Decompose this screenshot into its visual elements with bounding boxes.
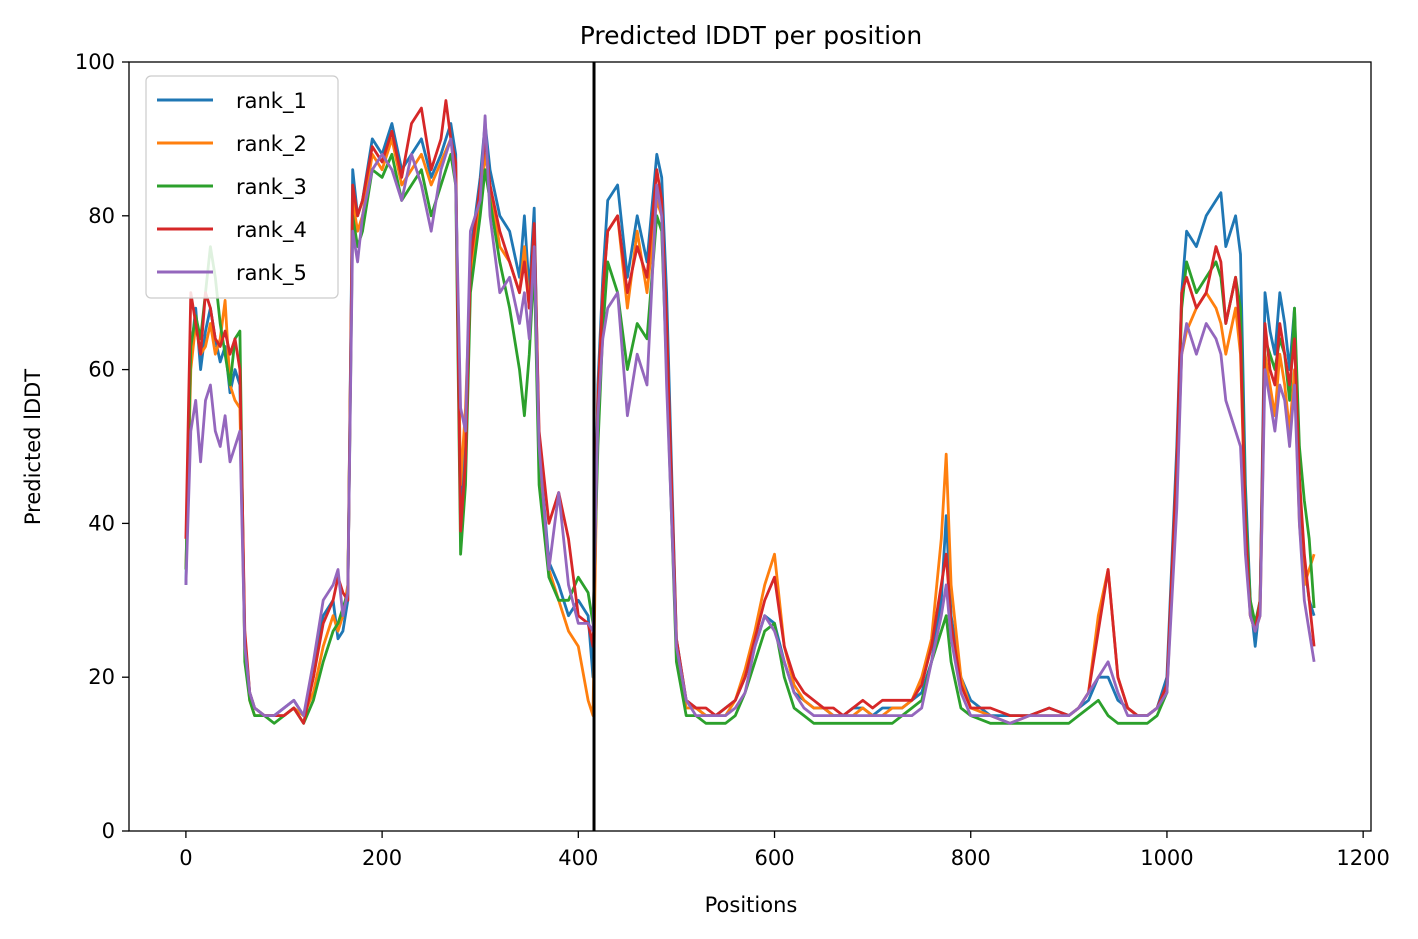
x-tick-label: 800 bbox=[951, 846, 991, 870]
legend-label: rank_4 bbox=[236, 218, 307, 243]
x-tick-label: 200 bbox=[362, 846, 402, 870]
plot-frame bbox=[128, 61, 1372, 832]
y-tick-label: 40 bbox=[88, 511, 115, 535]
x-axis-label: Positions bbox=[705, 893, 798, 917]
y-axis: 0 20 40 60 80 100 bbox=[75, 50, 129, 843]
legend-box bbox=[145, 75, 339, 299]
y-tick-label: 20 bbox=[88, 665, 115, 689]
plot-lines bbox=[184, 99, 1316, 725]
x-tick-label: 0 bbox=[179, 846, 192, 870]
y-tick-label: 100 bbox=[75, 50, 115, 74]
x-axis: 0 200 400 600 800 1000 1200 bbox=[179, 831, 1390, 870]
series-line-rank-5 bbox=[184, 114, 1316, 725]
legend-label: rank_3 bbox=[236, 175, 307, 200]
x-tick-label: 1200 bbox=[1336, 846, 1389, 870]
legend-label: rank_5 bbox=[236, 261, 307, 286]
y-tick-label: 60 bbox=[88, 358, 115, 382]
legend-label: rank_2 bbox=[236, 132, 307, 157]
legend-label: rank_1 bbox=[236, 89, 307, 114]
y-tick-label: 0 bbox=[102, 819, 115, 843]
x-tick-label: 1000 bbox=[1140, 846, 1193, 870]
chart-title: Predicted lDDT per position bbox=[580, 21, 922, 50]
y-axis-label: Predicted lDDT bbox=[21, 369, 45, 525]
legend: rank_1 rank_2 rank_3 rank_4 rank_5 bbox=[145, 75, 339, 299]
x-tick-label: 600 bbox=[754, 846, 794, 870]
x-tick-label: 400 bbox=[558, 846, 598, 870]
y-tick-label: 80 bbox=[88, 204, 115, 228]
